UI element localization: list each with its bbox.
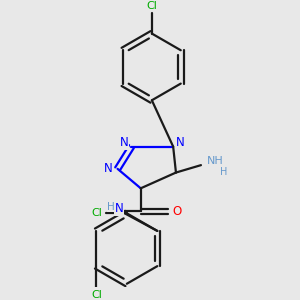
- Text: N: N: [115, 202, 124, 215]
- Text: Cl: Cl: [92, 208, 103, 218]
- Text: N: N: [104, 162, 113, 175]
- Text: H: H: [107, 202, 115, 212]
- Text: N: N: [176, 136, 185, 149]
- Text: NH: NH: [206, 156, 223, 167]
- Text: Cl: Cl: [91, 290, 102, 300]
- Text: Cl: Cl: [146, 1, 157, 11]
- Text: O: O: [172, 205, 182, 218]
- Text: N: N: [120, 136, 128, 149]
- Text: H: H: [220, 167, 227, 177]
